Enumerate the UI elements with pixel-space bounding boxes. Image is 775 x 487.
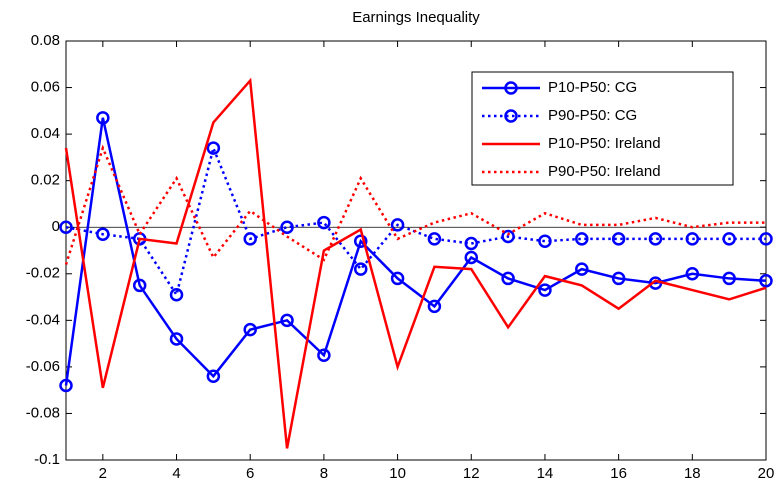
data-point [464, 250, 479, 265]
series-line [64, 77, 767, 449]
data-point [464, 236, 479, 251]
data-point [611, 232, 626, 246]
data-point [353, 234, 368, 248]
data-point [317, 348, 331, 362]
data-point [427, 232, 442, 246]
data-point [169, 287, 184, 302]
data-point [722, 232, 736, 246]
data-point [59, 220, 73, 234]
data-point [722, 271, 736, 286]
legend-label: P90-P50: CG [548, 107, 637, 124]
data-point [685, 232, 700, 246]
y-tick-label: -0.04 [26, 311, 60, 328]
data-point [390, 271, 405, 286]
x-tick-label: 20 [758, 465, 775, 482]
data-point [206, 141, 221, 155]
data-point [280, 220, 294, 234]
data-point [501, 271, 515, 286]
data-point [611, 271, 626, 286]
data-point [353, 262, 368, 276]
x-tick-label: 10 [389, 465, 406, 482]
legend-marker [504, 109, 518, 123]
data-point [538, 234, 552, 248]
y-tick-label: 0.04 [31, 125, 60, 142]
data-point [59, 378, 73, 393]
legend-label: P90-P50: Ireland [548, 163, 661, 180]
data-point [685, 267, 700, 281]
x-tick-label: 4 [172, 465, 180, 482]
data-point [575, 232, 589, 246]
data-point [317, 215, 331, 230]
y-tick-label: 0.08 [31, 32, 60, 49]
y-tick-label: -0.1 [34, 451, 60, 468]
legend-marker [504, 81, 518, 95]
data-point [132, 278, 147, 293]
y-tick-label: -0.08 [26, 404, 60, 421]
data-point [427, 299, 442, 314]
x-tick-label: 8 [320, 465, 328, 482]
data-point [575, 262, 589, 276]
x-tick-label: 12 [463, 465, 480, 482]
data-point [648, 232, 663, 246]
y-tick-label: -0.06 [26, 358, 60, 375]
y-tick-label: -0.02 [26, 265, 60, 282]
y-tick-label: 0.06 [31, 79, 60, 96]
data-point [96, 227, 110, 241]
data-point [206, 369, 221, 383]
data-point [243, 232, 257, 246]
data-point [169, 332, 184, 346]
chart-title: Earnings Inequality [352, 9, 480, 26]
x-tick-label: 6 [246, 465, 254, 482]
y-tick-label: 0 [52, 218, 60, 235]
legend-label: P10-P50: CG [548, 79, 637, 96]
x-tick-label: 16 [610, 465, 627, 482]
series-line [64, 144, 766, 265]
data-point [96, 111, 110, 125]
y-tick-label: 0.02 [31, 172, 60, 189]
data-point [538, 283, 552, 297]
x-tick-label: 14 [537, 465, 554, 482]
data-point [390, 218, 405, 232]
data-point [759, 232, 773, 246]
data-point [501, 229, 515, 244]
x-tick-label: 2 [99, 465, 107, 482]
data-point [280, 313, 294, 328]
data-point [243, 322, 257, 337]
x-tick-label: 18 [684, 465, 701, 482]
legend-label: P10-P50: Ireland [548, 135, 661, 152]
data-point [759, 274, 773, 288]
